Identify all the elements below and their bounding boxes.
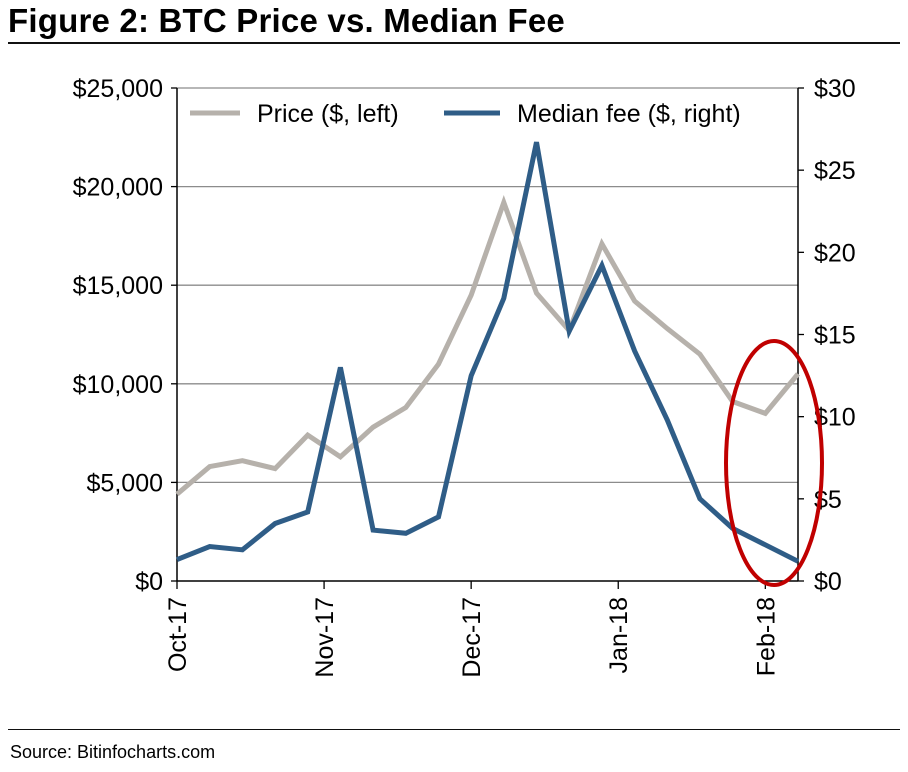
annotations (724, 339, 824, 587)
y-right-tick-label: $20 (814, 239, 856, 267)
gridlines (177, 87, 798, 484)
x-tick-label: Feb-18 (752, 597, 780, 676)
y-left-tick-label: $5,000 (87, 469, 163, 497)
price-line (175, 194, 800, 497)
y-right-tick-label: $25 (814, 157, 856, 185)
y-right-tick-label: $15 (814, 322, 856, 350)
footer-rule (8, 729, 900, 730)
highlight-ellipse (724, 339, 824, 587)
y-right-tick-label: $0 (814, 568, 842, 596)
figure-title: Figure 2: BTC Price vs. Median Fee (8, 2, 565, 39)
ticks: $0$5,000$10,000$15,000$20,000$25,000$0$5… (73, 75, 856, 678)
title-rule (8, 42, 900, 44)
y-left-tick-label: $0 (135, 568, 163, 596)
x-tick-label: Jan-18 (605, 597, 633, 673)
legend-fee-label: Median fee ($, right) (517, 100, 741, 128)
legend-fee: Median fee ($, right) (444, 100, 741, 128)
x-tick-label: Dec-17 (458, 597, 486, 678)
y-left-tick-label: $10,000 (73, 371, 163, 399)
y-left-tick-label: $20,000 (73, 174, 163, 202)
y-left-tick-label: $15,000 (73, 272, 163, 300)
y-left-tick-label: $25,000 (73, 75, 163, 103)
y-right-tick-label: $30 (814, 75, 856, 103)
source-note: Source: Bitinfocharts.com (10, 742, 216, 762)
btc-price-fee-chart: $0$5,000$10,000$15,000$20,000$25,000$0$5… (73, 75, 856, 678)
legend-price-label: Price ($, left) (257, 100, 399, 128)
legend: Price ($, left) Median fee ($, right) (190, 100, 741, 128)
legend-price: Price ($, left) (190, 100, 399, 128)
median-fee-line (176, 141, 800, 564)
x-tick-label: Oct-17 (164, 597, 192, 672)
series-lines (175, 141, 800, 564)
x-tick-label: Nov-17 (311, 597, 339, 678)
